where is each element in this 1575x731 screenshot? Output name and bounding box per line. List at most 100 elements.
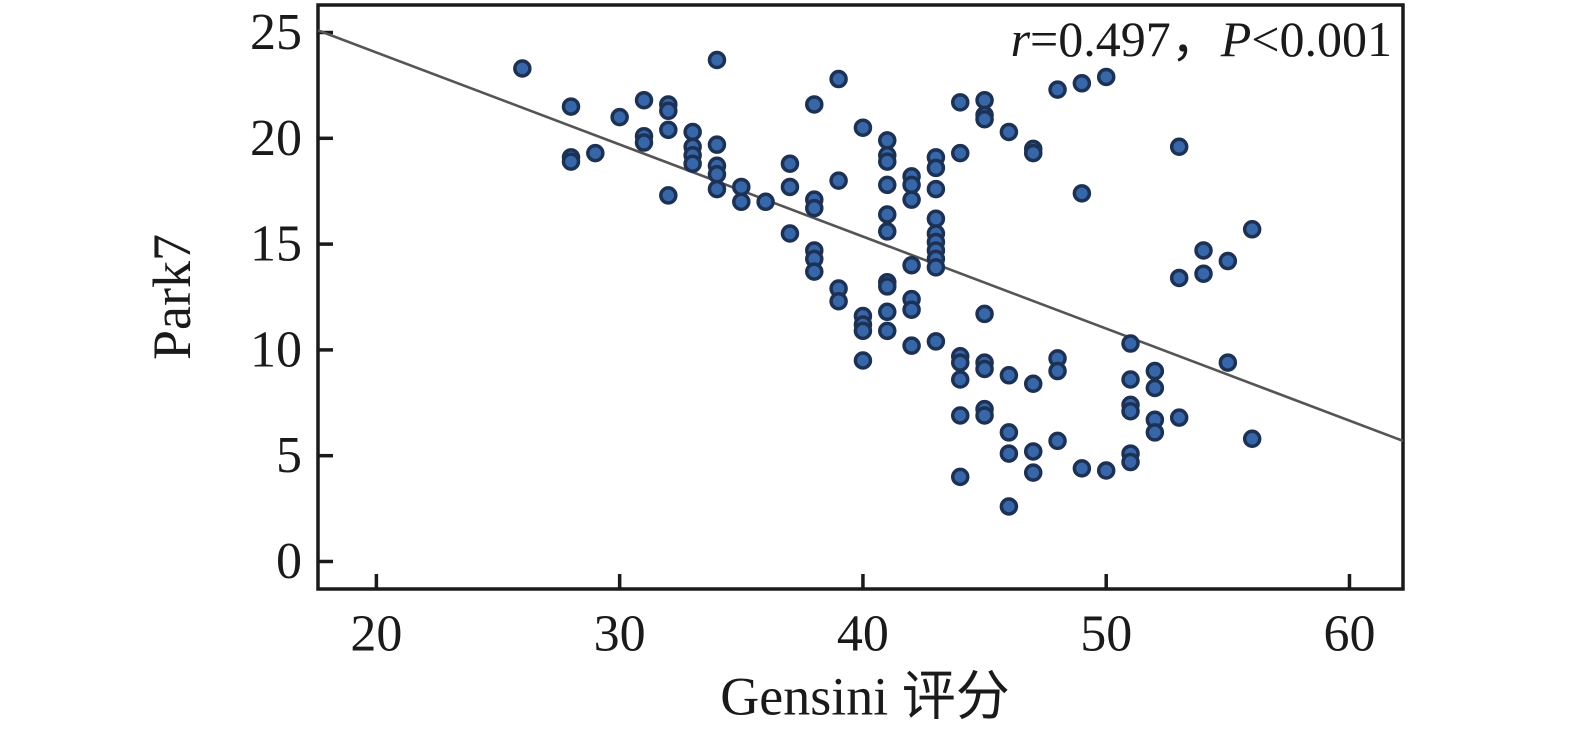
y-tick-label: 10 xyxy=(250,321,302,378)
y-tick-label: 20 xyxy=(250,110,302,167)
data-point xyxy=(853,118,873,137)
data-point xyxy=(1023,143,1043,163)
data-point xyxy=(878,321,897,341)
data-point xyxy=(1145,361,1165,381)
data-point xyxy=(634,90,654,110)
data-point xyxy=(1145,378,1165,398)
data-point xyxy=(829,69,848,89)
y-tick-label: 5 xyxy=(276,427,302,484)
x-axis-label: Gensini 评分 xyxy=(720,666,1010,727)
plot-frame xyxy=(316,3,1405,591)
data-point xyxy=(1169,268,1189,288)
data-point xyxy=(1218,353,1238,372)
data-point xyxy=(561,97,581,116)
data-point xyxy=(1121,452,1140,472)
data-point xyxy=(1194,241,1213,260)
data-point xyxy=(975,359,994,379)
y-tick-label: 25 xyxy=(250,4,302,61)
data-point xyxy=(683,122,702,142)
data-point xyxy=(805,262,824,281)
data-point xyxy=(853,321,873,341)
data-point xyxy=(878,222,897,241)
data-point xyxy=(756,192,775,212)
data-point xyxy=(902,300,921,319)
data-point xyxy=(1169,137,1189,157)
data-point xyxy=(999,444,1019,463)
p-symbol: P xyxy=(1220,11,1252,67)
y-axis-label: Park7 xyxy=(142,234,202,360)
data-point xyxy=(780,224,800,243)
data-point xyxy=(1023,463,1043,482)
data-point xyxy=(1072,459,1092,478)
data-point xyxy=(805,95,824,114)
data-point xyxy=(805,198,824,218)
data-point xyxy=(878,175,897,195)
data-point xyxy=(1242,429,1262,449)
data-point xyxy=(1048,80,1067,99)
data-point xyxy=(950,143,970,163)
data-point xyxy=(1023,442,1043,461)
data-point xyxy=(683,154,702,173)
data-point xyxy=(1023,374,1043,394)
r-value: =0.497， xyxy=(1030,11,1221,67)
data-point xyxy=(1121,334,1140,353)
data-point xyxy=(1072,74,1092,93)
data-point xyxy=(586,143,605,163)
data-point xyxy=(732,177,751,197)
data-point xyxy=(926,179,946,199)
data-point xyxy=(1121,402,1140,421)
r-symbol: r xyxy=(1010,11,1031,67)
data-point xyxy=(926,158,946,178)
y-tick-label: 15 xyxy=(250,216,302,273)
x-tick-label: 60 xyxy=(1323,606,1375,663)
data-point xyxy=(707,165,727,184)
data-point xyxy=(659,120,678,140)
x-tick-label: 20 xyxy=(350,606,402,663)
data-point xyxy=(1072,184,1092,203)
data-point xyxy=(634,133,654,152)
x-tick-label: 40 xyxy=(837,606,889,663)
data-point xyxy=(780,154,800,173)
data-point xyxy=(1218,251,1238,271)
data-point xyxy=(999,423,1019,442)
data-point xyxy=(659,186,678,205)
data-point xyxy=(902,175,921,195)
data-point xyxy=(926,258,946,277)
data-point xyxy=(1121,370,1140,389)
data-point xyxy=(950,406,970,425)
data-point xyxy=(1096,461,1116,480)
data-point xyxy=(853,351,873,370)
correlation-annotation: r=0.497，P<0.001 xyxy=(1011,12,1392,67)
data-point xyxy=(902,256,921,275)
data-point xyxy=(780,177,800,197)
data-point xyxy=(878,302,897,322)
x-tick-label: 50 xyxy=(1080,606,1132,663)
data-point xyxy=(902,190,921,209)
data-point xyxy=(926,209,946,228)
data-point xyxy=(1048,361,1067,381)
data-point xyxy=(1096,67,1116,87)
data-point xyxy=(975,406,994,425)
data-point xyxy=(999,497,1019,516)
data-point xyxy=(610,107,629,127)
x-tick-label: 30 xyxy=(594,606,646,663)
data-point xyxy=(878,131,897,150)
data-point xyxy=(999,366,1019,385)
y-tick-label: 0 xyxy=(276,533,302,590)
data-point xyxy=(950,353,970,372)
data-point xyxy=(829,291,848,311)
data-point xyxy=(878,205,897,224)
data-point xyxy=(513,59,532,78)
data-point xyxy=(878,152,897,171)
data-point xyxy=(561,152,581,171)
data-point xyxy=(1194,264,1213,283)
data-point xyxy=(975,110,994,129)
data-point xyxy=(950,370,970,389)
data-point xyxy=(926,332,946,351)
data-point xyxy=(659,101,678,121)
data-point xyxy=(975,304,994,324)
data-point xyxy=(1242,220,1262,239)
data-point xyxy=(707,135,727,154)
